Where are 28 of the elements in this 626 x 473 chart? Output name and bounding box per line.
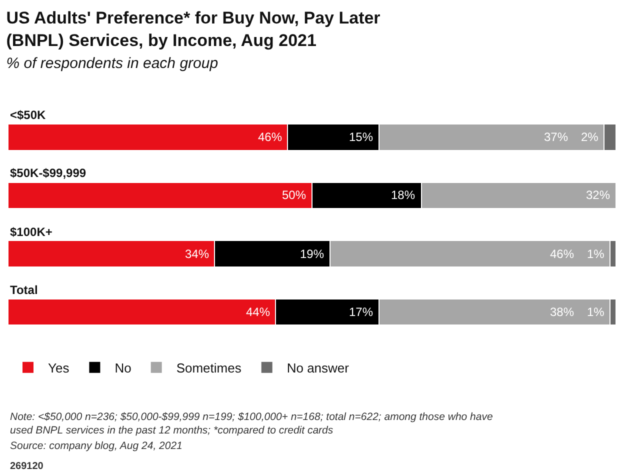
data-label: 32%: [586, 188, 610, 202]
data-label: 34%: [185, 247, 210, 261]
legend-label: Sometimes: [176, 360, 242, 376]
data-label: 19%: [300, 247, 324, 261]
data-label: 1%: [587, 305, 605, 319]
data-label: 2%: [581, 130, 599, 144]
y-tick-label: $50K-$99,999: [10, 166, 86, 180]
legend-label: Yes: [48, 360, 70, 376]
legend-label: No answer: [286, 360, 350, 376]
data-label: 38%: [550, 305, 574, 319]
chart-title: US Adults' Preference* for Buy Now, Pay Later (BNPL) Services, by Income, Aug 2021: [6, 8, 381, 50]
chart-subtitle: % of respondents in each group: [6, 54, 218, 72]
data-label: 44%: [246, 305, 270, 319]
data-label: 17%: [349, 305, 374, 319]
data-label: 18%: [391, 188, 416, 202]
legend-label: No: [114, 360, 132, 376]
text: 269120: [10, 461, 44, 472]
y-tick-label: <$50K: [10, 108, 46, 122]
data-label: 46%: [258, 130, 282, 144]
y-tick-label: Total: [10, 283, 38, 297]
source-note: Source: company blog, Aug 24, 2021: [10, 440, 182, 452]
data-label: 15%: [349, 130, 374, 144]
data-label: 37%: [544, 130, 568, 144]
data-label: 50%: [282, 188, 306, 202]
data-label: 46%: [550, 247, 574, 261]
text: Note: <$50,000 n=236; $50,000-$99,999 n=199; $100,000+ n=168; total n=622; among those who have used BNPL services in the past 12 months; *compared to credit cards: [10, 411, 493, 437]
y-tick-label: $100K+: [10, 225, 52, 239]
data-label: 1%: [587, 247, 605, 261]
